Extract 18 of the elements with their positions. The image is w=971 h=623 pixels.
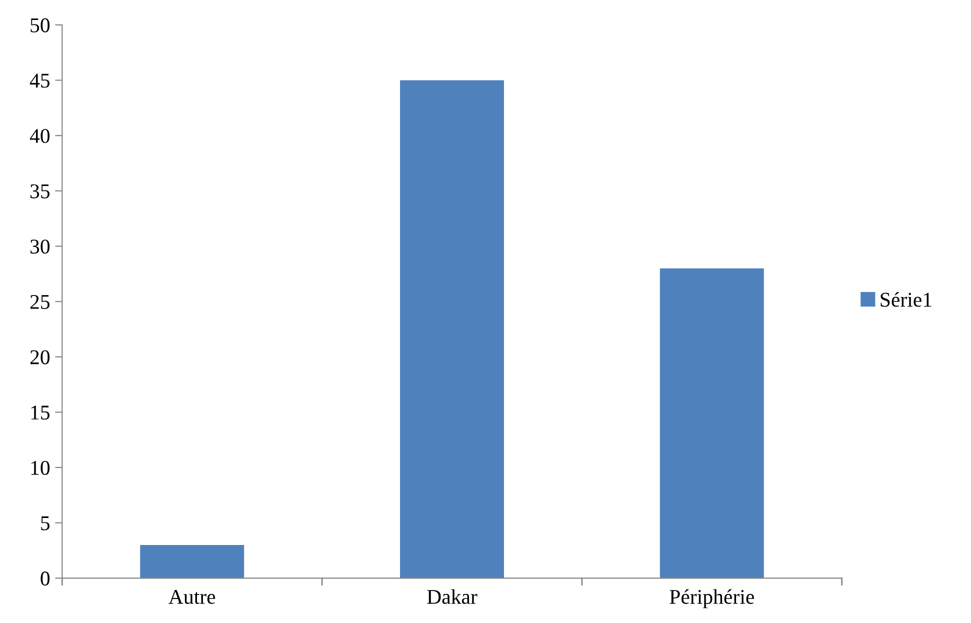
y-tick-label: 25 [30,294,50,309]
bar [140,544,244,578]
y-tick-label: 10 [31,460,50,475]
x-tick-label: Autre [168,590,216,604]
y-tick-label: 5 [41,516,50,530]
y-tick-label: 20 [30,350,50,364]
y-tick-label: 40 [30,128,50,143]
bar [660,268,764,578]
bar [400,80,504,578]
legend-label: Série1 [880,292,932,307]
y-tick-label: 50 [30,18,50,32]
y-tick-label: 0 [40,572,50,586]
y-tick-label: 35 [30,184,50,198]
x-tick-label: Périphérie [670,589,754,608]
y-tick-label: 45 [30,74,50,88]
y-tick-label: 15 [31,406,50,420]
y-tick-label: 30 [30,240,50,254]
x-tick-label: Dakar [427,589,478,604]
